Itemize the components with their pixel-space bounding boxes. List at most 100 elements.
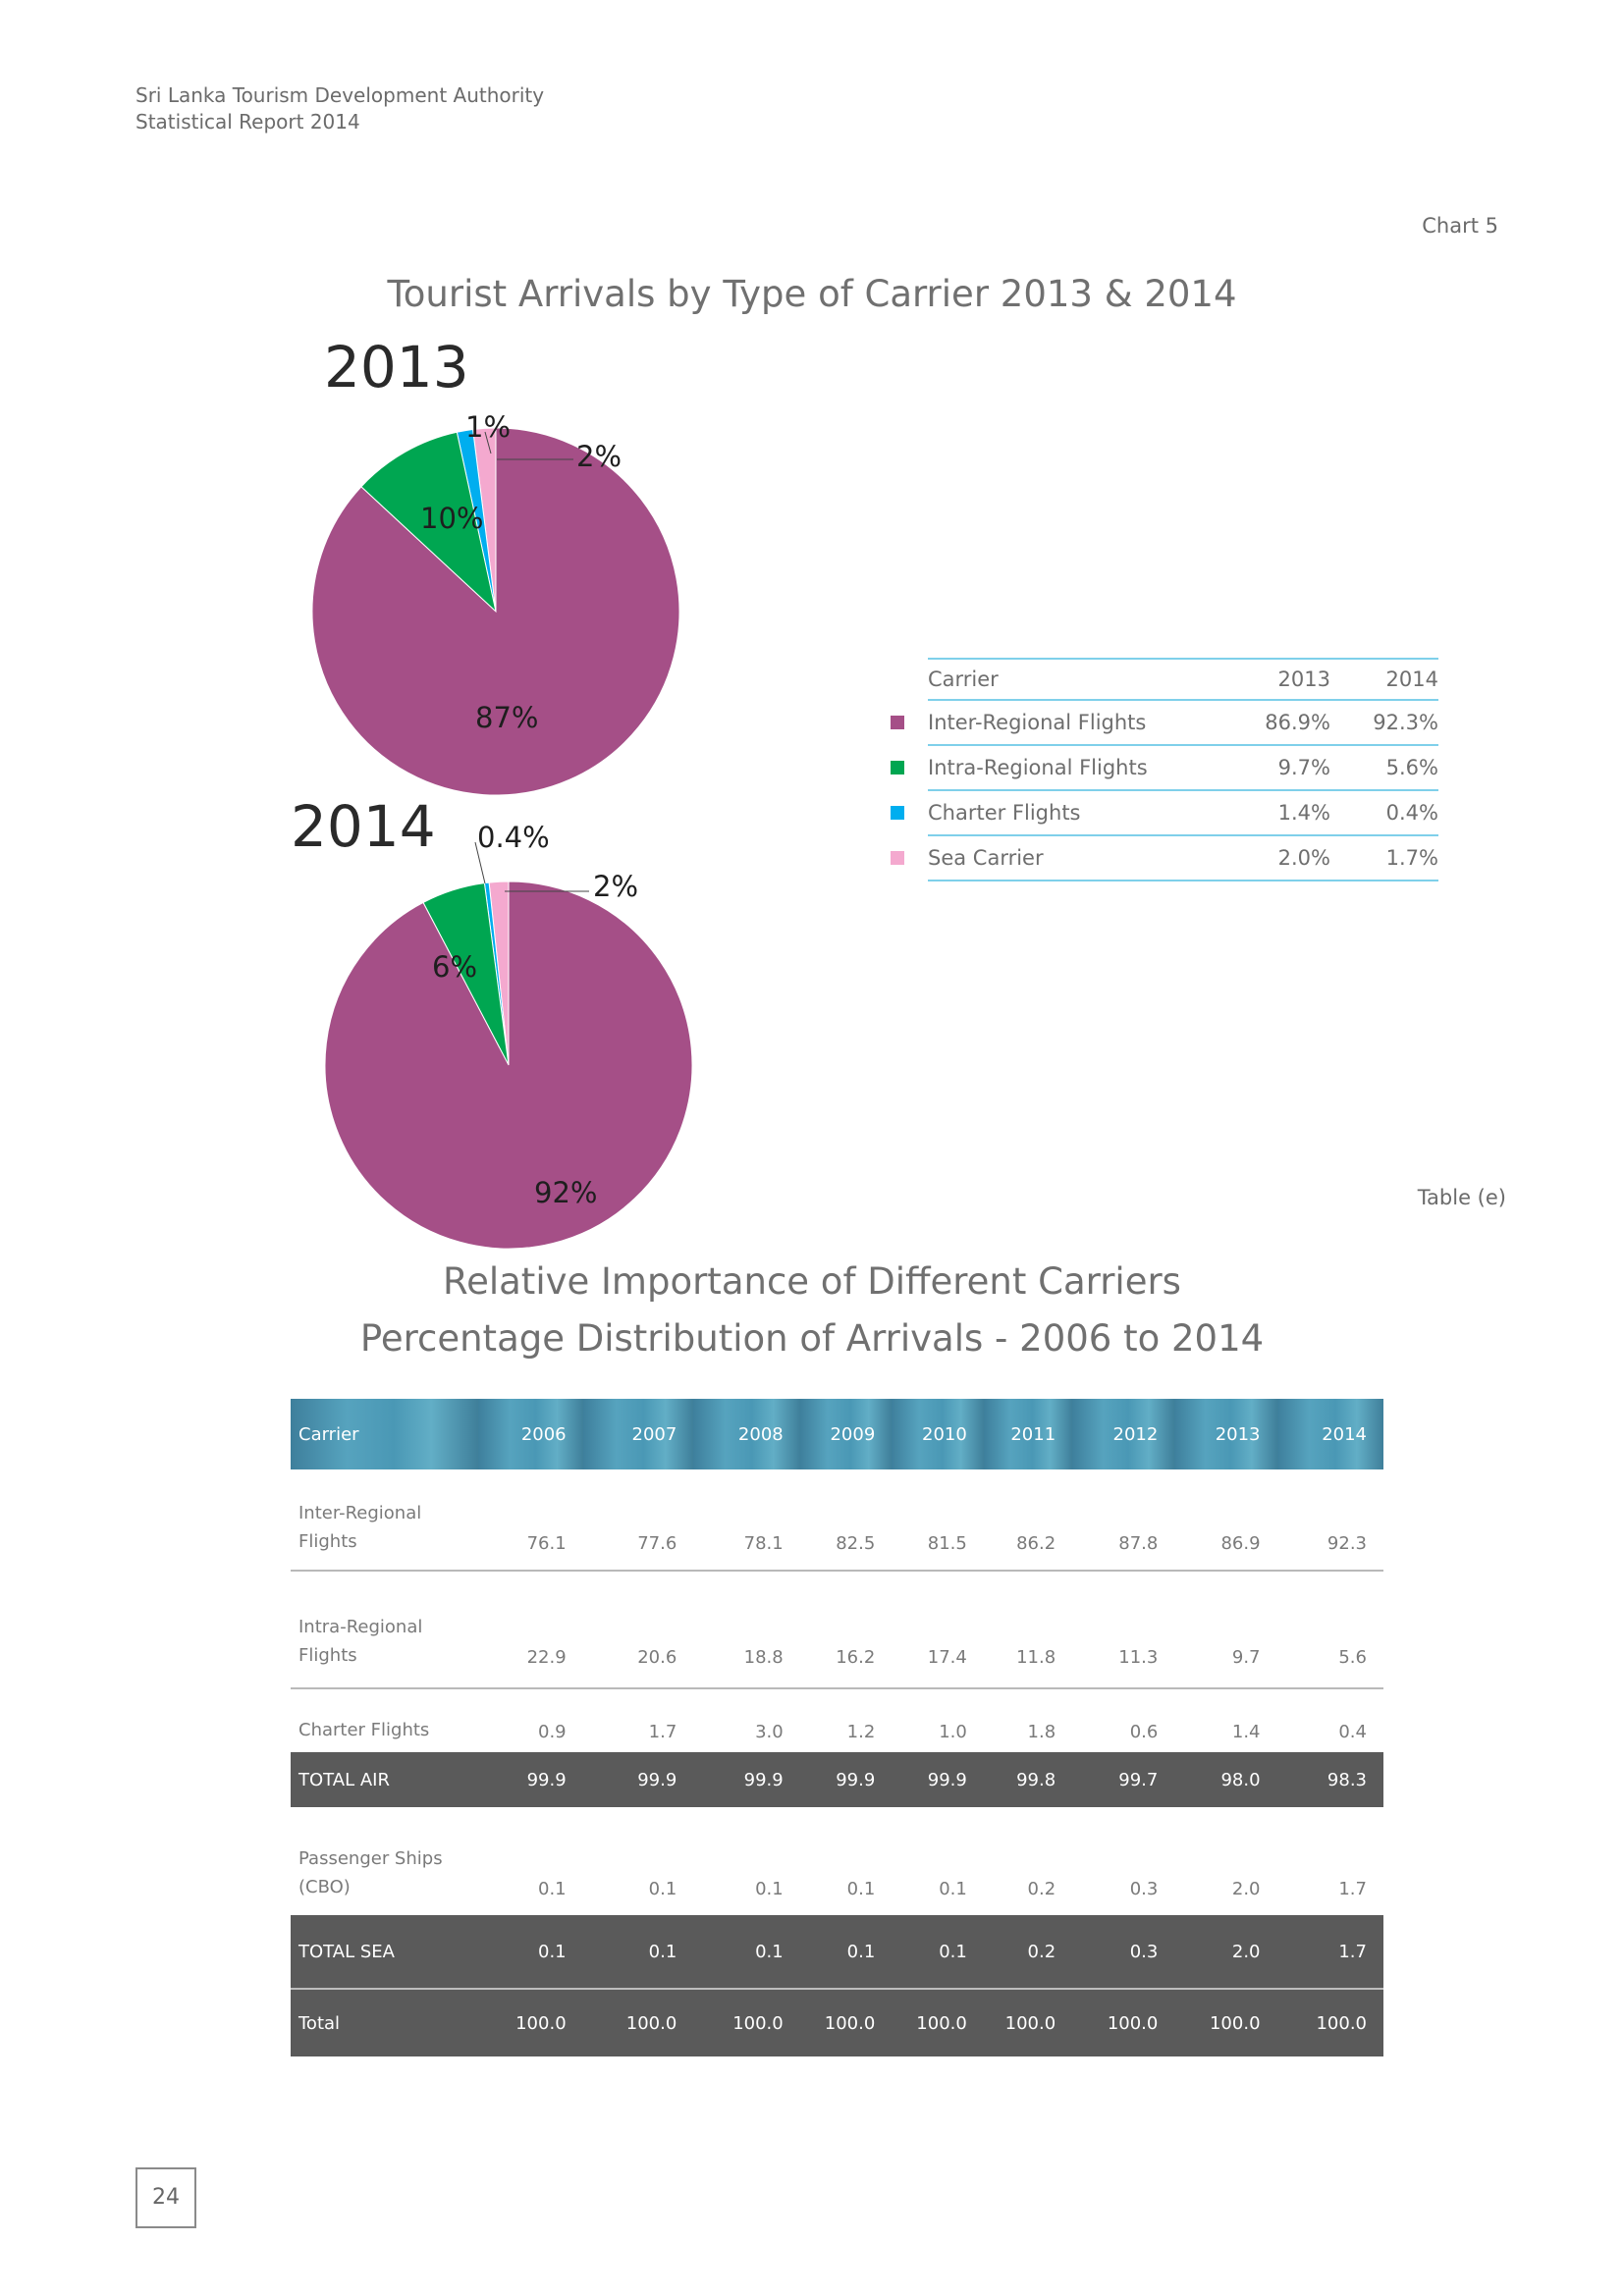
table-cell: 99.9 (693, 1752, 800, 1807)
pie-2014-title: 2014 (291, 793, 436, 860)
table-cell: 16.2 (799, 1571, 893, 1689)
table-subtitle: Percentage Distribution of Arrivals - 20… (359, 1317, 1265, 1360)
header-org: Sri Lanka Tourism Development Authority (135, 83, 545, 107)
table-cell: 0.1 (582, 1915, 694, 1989)
table-cell: 0.1 (693, 1915, 800, 1989)
table-cell: 100.0 (582, 1988, 694, 2056)
table-cell: 100.0 (799, 1988, 893, 2056)
table-cell: 99.9 (582, 1752, 694, 1807)
table-number: Table (e) (1417, 1186, 1506, 1209)
pie-slice-inter-2014 (324, 881, 693, 1250)
summary-2014: 5.6% (1330, 745, 1438, 791)
table-cell: 5.6 (1276, 1571, 1383, 1689)
table-cell: 1.7 (1338, 1879, 1367, 1899)
table-cell: 100.0 (1072, 1988, 1175, 2056)
table-cell: 0.9 (538, 1722, 567, 1742)
row-label-line: Total (298, 2012, 341, 2034)
table-cell: 0.1 (755, 1879, 784, 1899)
summary-row: Sea Carrier 2.0% 1.7% (879, 835, 1438, 881)
table-cell: 100.0 (983, 1988, 1073, 2056)
summary-row: Charter Flights 1.4% 0.4% (879, 790, 1438, 836)
table-cell: 99.7 (1072, 1752, 1175, 1807)
summary-2014: 1.7% (1330, 835, 1438, 881)
distribution-table: Carrier 2006 2007 2008 2009 2010 2011 20… (291, 1399, 1383, 2056)
table-cell: 1.8 (1027, 1722, 1056, 1742)
pie-2013-title: 2013 (324, 334, 469, 400)
table-cell: 98.0 (1174, 1752, 1277, 1807)
table-cell: 1.2 (846, 1722, 876, 1742)
row-label-line: TOTAL SEA (298, 1941, 395, 1962)
row-label-line: Intra-Regional (298, 1617, 423, 1637)
table-cell: 0.1 (799, 1915, 893, 1989)
pie-chart-2014 (324, 881, 693, 1250)
col-header-year: 2008 (693, 1399, 800, 1469)
table-row: Total 100.0 100.0 100.0 100.0 100.0 100.0 100.0… (291, 1988, 1383, 2056)
table-cell: 99.9 (799, 1752, 893, 1807)
col-header-year: 2010 (892, 1399, 984, 1469)
table-cell: 100.0 (478, 1988, 583, 2056)
row-label-line: Inter-Regional (298, 1503, 422, 1523)
chart-number: Chart 5 (1422, 214, 1498, 238)
table-cell: 100.0 (693, 1988, 800, 2056)
summary-2014: 92.3% (1330, 700, 1438, 746)
summary-2013: 2.0% (1232, 835, 1330, 881)
pie-2014-label-inter: 92% (534, 1176, 598, 1209)
table-cell: 77.6 (582, 1469, 694, 1572)
table-cell: 92.3 (1276, 1469, 1383, 1572)
summary-header-2013: 2013 (1232, 658, 1330, 701)
summary-table: Carrier 2013 2014 Inter-Regional Flights… (879, 658, 1438, 881)
table-cell: 76.1 (478, 1469, 583, 1572)
pie-2013-label-sea: 2% (576, 440, 623, 473)
summary-2013: 9.7% (1232, 745, 1330, 791)
row-label-line: Passenger Ships (298, 1848, 443, 1869)
header-report: Statistical Report 2014 (135, 110, 360, 133)
table-row: TOTAL SEA 0.1 0.1 0.1 0.1 0.1 0.2 0.3 2.0 1.7 (291, 1915, 1383, 1989)
report-header: Sri Lanka Tourism Development Authority … (135, 82, 544, 135)
chart-title: Tourist Arrivals by Type of Carrier 2013… (387, 273, 1237, 315)
table-cell: 0.3 (1072, 1915, 1175, 1989)
row-label: TOTAL AIR (291, 1752, 479, 1807)
pie-slice-inter-2013 (311, 427, 680, 796)
table-cell: 0.6 (1129, 1722, 1159, 1742)
summary-carrier: Inter-Regional Flights (928, 700, 1232, 746)
table-cell: 0.2 (1027, 1879, 1056, 1899)
table-cell: 100.0 (1174, 1988, 1277, 2056)
table-row: Inter-Regional Flights 76.1 77.6 78.1 82.5 81.… (291, 1469, 1383, 1572)
table-cell: 98.3 (1276, 1752, 1383, 1807)
col-header-year: 2011 (983, 1399, 1073, 1469)
pie-slice-intra-2013 (360, 431, 497, 614)
table-cell: 11.3 (1072, 1571, 1175, 1689)
summary-2014: 0.4% (1330, 790, 1438, 836)
legend-swatch-intra (891, 761, 904, 774)
legend-swatch-sea (891, 851, 904, 865)
table-cell: 0.1 (939, 1879, 967, 1899)
pie-chart-2013 (311, 427, 680, 796)
table-row: Intra-Regional Flights 22.9 20.6 18.8 16.2 17.… (291, 1571, 1383, 1689)
table-cell: 86.2 (983, 1469, 1073, 1572)
table-cell: 1.7 (648, 1722, 677, 1742)
table-cell: 99.8 (983, 1752, 1073, 1807)
table-cell: 86.9 (1174, 1469, 1277, 1572)
table-title: Relative Importance of Different Carrier… (443, 1260, 1181, 1303)
table-cell: 20.6 (582, 1571, 694, 1689)
table-cell: 17.4 (892, 1571, 984, 1689)
summary-carrier: Intra-Regional Flights (928, 745, 1232, 791)
table-row: Passenger Ships (CBO) 0.1 0.1 0.1 0.1 0.1 0.2 0.… (291, 1807, 1383, 1915)
table-row: TOTAL AIR 99.9 99.9 99.9 99.9 99.9 99.8 99.7 98.… (291, 1752, 1383, 1807)
table-cell: 99.9 (892, 1752, 984, 1807)
col-header-year: 2014 (1276, 1399, 1383, 1469)
table-cell: 2.0 (1174, 1915, 1277, 1989)
summary-row: Inter-Regional Flights 86.9% 92.3% (879, 700, 1438, 746)
row-label-line: Flights (298, 1645, 357, 1666)
table-cell: 81.5 (892, 1469, 984, 1572)
summary-row: Intra-Regional Flights 9.7% 5.6% (879, 745, 1438, 791)
legend-swatch-charter (891, 806, 904, 820)
table-header-row: Carrier 2006 2007 2008 2009 2010 2011 20… (291, 1399, 1383, 1469)
table-cell: 2.0 (1231, 1879, 1261, 1899)
table-cell: 3.0 (755, 1722, 784, 1742)
summary-header-carrier: Carrier (928, 658, 1232, 701)
table-row: Charter Flights 0.9 1.7 3.0 1.2 1.0 1.8 0.6 1.4 0… (291, 1688, 1383, 1752)
table-cell: 0.3 (1129, 1879, 1159, 1899)
row-label: Passenger Ships (CBO) (291, 1807, 478, 1915)
table-cell: 9.7 (1174, 1571, 1277, 1689)
